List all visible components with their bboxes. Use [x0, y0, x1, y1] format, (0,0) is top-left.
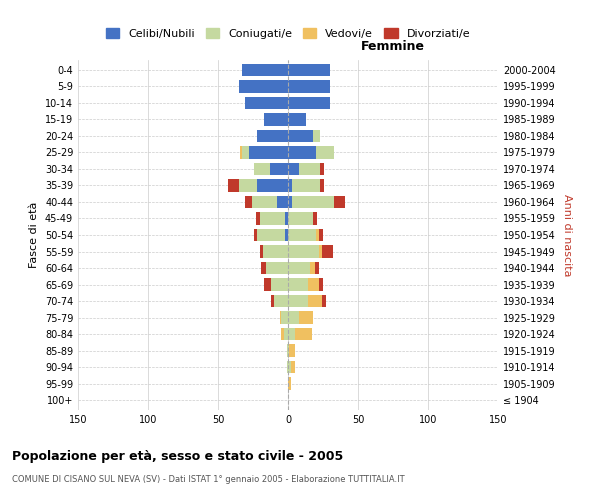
Bar: [288, 344, 289, 357]
Bar: [260, 212, 285, 224]
Bar: [277, 196, 288, 208]
Bar: [288, 113, 306, 126]
Bar: [288, 64, 330, 76]
Bar: [239, 180, 257, 192]
Bar: [280, 312, 281, 324]
Bar: [320, 163, 325, 175]
Bar: [228, 180, 239, 192]
Bar: [292, 180, 320, 192]
Bar: [316, 229, 319, 241]
Bar: [288, 96, 330, 109]
Bar: [319, 229, 323, 241]
Bar: [254, 229, 257, 241]
Bar: [241, 146, 242, 158]
Bar: [320, 180, 325, 192]
Bar: [260, 246, 263, 258]
Bar: [257, 229, 285, 241]
Bar: [288, 312, 299, 324]
Bar: [288, 361, 291, 374]
Text: COMUNE DI CISANO SUL NEVA (SV) - Dati ISTAT 1° gennaio 2005 - Elaborazione TUTTI: COMUNE DI CISANO SUL NEVA (SV) - Dati IS…: [12, 475, 404, 484]
Bar: [281, 312, 288, 324]
Bar: [245, 196, 251, 208]
Bar: [262, 262, 266, 274]
Bar: [288, 163, 299, 175]
Bar: [313, 212, 317, 224]
Bar: [287, 344, 288, 357]
Bar: [288, 80, 330, 92]
Bar: [288, 378, 291, 390]
Bar: [266, 262, 288, 274]
Y-axis label: Anni di nascita: Anni di nascita: [562, 194, 572, 276]
Bar: [295, 328, 312, 340]
Bar: [256, 212, 260, 224]
Bar: [242, 64, 288, 76]
Bar: [274, 295, 288, 307]
Bar: [288, 262, 310, 274]
Bar: [271, 278, 288, 290]
Bar: [288, 246, 319, 258]
Text: Popolazione per età, sesso e stato civile - 2005: Popolazione per età, sesso e stato civil…: [12, 450, 343, 463]
Bar: [257, 130, 288, 142]
Bar: [288, 180, 292, 192]
Bar: [254, 163, 270, 175]
Bar: [285, 212, 288, 224]
Bar: [288, 328, 295, 340]
Bar: [287, 361, 288, 374]
Bar: [308, 295, 322, 307]
Bar: [319, 246, 322, 258]
Bar: [249, 146, 288, 158]
Bar: [285, 229, 288, 241]
Bar: [288, 212, 313, 224]
Bar: [288, 278, 308, 290]
Bar: [319, 278, 323, 290]
Bar: [322, 295, 326, 307]
Bar: [281, 328, 284, 340]
Bar: [308, 278, 319, 290]
Bar: [322, 246, 333, 258]
Legend: Celibi/Nubili, Coniugati/e, Vedovi/e, Divorziati/e: Celibi/Nubili, Coniugati/e, Vedovi/e, Di…: [101, 24, 475, 43]
Bar: [263, 246, 288, 258]
Bar: [271, 295, 274, 307]
Bar: [334, 196, 346, 208]
Bar: [299, 163, 320, 175]
Bar: [239, 80, 288, 92]
Bar: [316, 146, 334, 158]
Bar: [299, 312, 313, 324]
Bar: [251, 196, 277, 208]
Bar: [284, 328, 288, 340]
Bar: [313, 130, 320, 142]
Y-axis label: Fasce di età: Fasce di età: [29, 202, 39, 268]
Bar: [245, 96, 288, 109]
Bar: [270, 163, 288, 175]
Bar: [314, 262, 319, 274]
Bar: [292, 196, 334, 208]
Bar: [257, 180, 288, 192]
Bar: [291, 361, 295, 374]
Bar: [288, 229, 316, 241]
Bar: [310, 262, 314, 274]
Bar: [288, 146, 316, 158]
Bar: [288, 295, 308, 307]
Bar: [289, 344, 295, 357]
Bar: [242, 146, 249, 158]
Bar: [288, 196, 292, 208]
Bar: [288, 130, 313, 142]
Bar: [264, 113, 288, 126]
Bar: [264, 278, 271, 290]
Text: Femmine: Femmine: [361, 40, 425, 53]
